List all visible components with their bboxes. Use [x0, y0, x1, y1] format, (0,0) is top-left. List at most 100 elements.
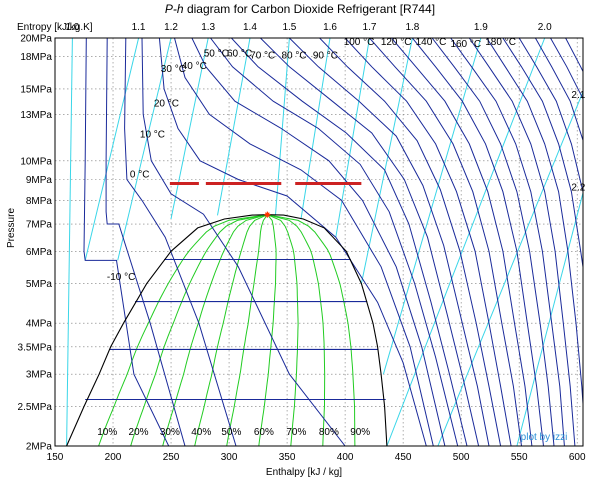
quality-line: [98, 214, 268, 446]
plot-content: [66, 38, 583, 446]
x-tick-label: 500: [453, 452, 470, 463]
x-axis-label: Enthalpy [kJ / kg]: [266, 467, 342, 478]
y-tick-label: 10MPa: [20, 156, 52, 167]
isotherm-line: [210, 38, 459, 446]
quality-line: [258, 214, 277, 446]
x-tick-label: 350: [279, 452, 296, 463]
grid-lines: [55, 38, 583, 446]
isentrope-line: [117, 38, 172, 261]
isotherm-line: [534, 38, 583, 142]
entropy-tick-label: 1.5: [282, 22, 296, 33]
y-tick-label: 18MPa: [20, 52, 52, 63]
quality-label: 90%: [350, 427, 370, 438]
isotherm-line: [174, 38, 434, 446]
entropy-axis-label: Entropy [kJ/kg.K]: [17, 22, 93, 33]
x-tick-label: 400: [337, 452, 354, 463]
isotherm-label: 0 °C: [130, 170, 150, 181]
entropy-tick-label: 1.4: [243, 22, 257, 33]
isotherm-line: [124, 38, 237, 446]
isotherm-label: 30 °C: [161, 64, 186, 75]
isotherm-line: [486, 38, 583, 412]
isotherm-line: [391, 38, 533, 446]
isotherm-line: [289, 38, 490, 446]
isotherm-line: [158, 38, 427, 446]
isotherm-label: -10 °C: [107, 272, 135, 283]
isotherm-line: [565, 38, 583, 73]
watermark-text: plot by izzi: [521, 432, 568, 443]
entropy-tick-label: 1.8: [405, 22, 419, 33]
entropy-tick-label: 1.7: [363, 22, 377, 33]
y-tick-label: 9MPa: [26, 175, 53, 186]
isotherm-label: 10 °C: [140, 130, 165, 141]
isotherm-line: [412, 38, 544, 446]
isotherm-line: [431, 38, 555, 446]
entropy-tick-label: 1.6: [323, 22, 337, 33]
isentrope-line: [217, 38, 251, 216]
entropy-tick-label: 2.2: [571, 183, 585, 194]
quality-line: [267, 214, 356, 446]
isentrope-line: [66, 38, 73, 446]
y-tick-label: 6MPa: [26, 247, 53, 258]
chart-title-rest: diagram for Carbon Dioxide Refrigerant […: [184, 2, 435, 16]
isotherm-label: 60 °C: [227, 49, 252, 60]
isentrope-line: [516, 190, 583, 446]
isotherm-line: [518, 38, 583, 195]
critical-point-marker: [264, 211, 271, 218]
isotherm-label: 80 °C: [281, 51, 306, 62]
isotherm-line: [550, 38, 583, 100]
isotherm-label: 90 °C: [313, 51, 338, 62]
isotherm-label: 160 °C: [450, 39, 481, 50]
entropy-tick-label: 1.9: [474, 22, 488, 33]
isentrope-line: [386, 38, 546, 446]
x-tick-label: 600: [569, 452, 586, 463]
isentrope-line: [335, 38, 370, 238]
y-tick-label: 13MPa: [20, 110, 52, 121]
y-axis-label: Pressure: [6, 208, 17, 248]
isotherm-line: [83, 38, 170, 446]
chart-title: P-h diagram for Carbon Dioxide Refrigera…: [165, 2, 435, 16]
y-tick-label: 7MPa: [26, 220, 53, 231]
y-tick-label: 3.5MPa: [18, 342, 53, 353]
y-tick-label: 5MPa: [26, 279, 53, 290]
entropy-tick-label: 1.2: [164, 22, 178, 33]
quality-label: 30%: [160, 427, 180, 438]
isentrope-line: [170, 38, 209, 220]
isotherm-line: [231, 38, 468, 446]
y-tick-label: 4MPa: [26, 319, 53, 330]
chart-title-italic: P-h: [165, 2, 184, 16]
isotherm-label: 100 °C: [344, 37, 375, 48]
quality-label: 50%: [221, 427, 241, 438]
plot-frame: [54, 37, 584, 447]
isotherm-label: 180 °C: [485, 37, 516, 48]
isentrope-line: [360, 38, 413, 284]
x-tick-label: 550: [511, 452, 528, 463]
y-tick-label: 15MPa: [20, 84, 52, 95]
x-tick-label: 200: [105, 452, 122, 463]
isotherm-label: 140 °C: [416, 37, 447, 48]
quality-label: 80%: [319, 427, 339, 438]
x-tick-label: 250: [163, 452, 180, 463]
quality-label: 40%: [191, 427, 211, 438]
isentrope-line: [437, 90, 583, 446]
isotherm-line: [502, 38, 583, 271]
quality-line: [267, 214, 299, 446]
isotherm-line: [191, 38, 446, 446]
isotherm-line: [344, 38, 512, 446]
entropy-tick-label: 2.0: [538, 22, 552, 33]
plot-area: 150 200 250 300 350 400 450 500 550 600 2MPa 2.5MPa…: [18, 22, 586, 463]
y-tick-label: 3MPa: [26, 370, 53, 381]
quality-label: 10%: [97, 427, 117, 438]
isotherm-line: [450, 38, 565, 446]
y-tick-label: 2.5MPa: [18, 402, 53, 413]
isentrope-line: [84, 38, 140, 261]
quality-line: [130, 214, 268, 446]
isotherm-label: 20 °C: [154, 98, 179, 109]
entropy-tick-label: 1.1: [132, 22, 146, 33]
quality-label: 60%: [254, 427, 274, 438]
isotherm-line: [105, 38, 186, 446]
x-tick-label: 450: [395, 452, 412, 463]
quality-line: [267, 214, 326, 446]
quality-label: 20%: [129, 427, 149, 438]
isotherm-label: 50 °C: [204, 49, 229, 60]
